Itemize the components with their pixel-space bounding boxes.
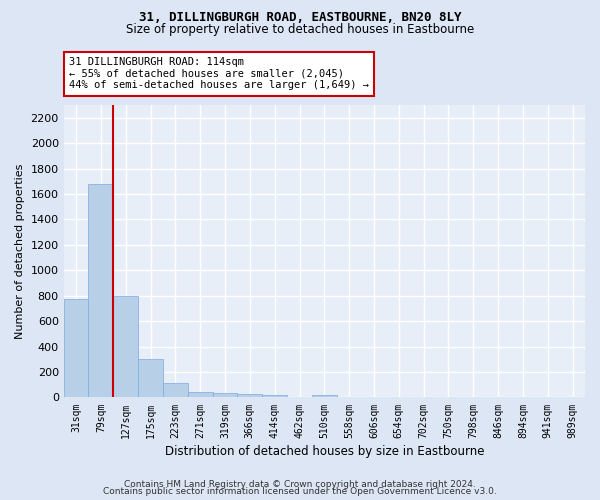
Bar: [188, 392, 212, 398]
Bar: [88, 184, 113, 398]
Bar: [238, 394, 262, 398]
Text: Size of property relative to detached houses in Eastbourne: Size of property relative to detached ho…: [126, 24, 474, 36]
Text: Contains public sector information licensed under the Open Government Licence v3: Contains public sector information licen…: [103, 488, 497, 496]
Y-axis label: Number of detached properties: Number of detached properties: [15, 164, 25, 339]
Bar: [138, 360, 163, 398]
X-axis label: Distribution of detached houses by size in Eastbourne: Distribution of detached houses by size …: [164, 444, 484, 458]
Bar: [312, 394, 337, 398]
Bar: [212, 394, 238, 398]
Bar: [113, 296, 138, 398]
Text: Contains HM Land Registry data © Crown copyright and database right 2024.: Contains HM Land Registry data © Crown c…: [124, 480, 476, 489]
Text: 31 DILLINGBURGH ROAD: 114sqm
← 55% of detached houses are smaller (2,045)
44% of: 31 DILLINGBURGH ROAD: 114sqm ← 55% of de…: [69, 57, 369, 90]
Bar: [262, 394, 287, 398]
Bar: [163, 384, 188, 398]
Bar: [64, 299, 88, 398]
Text: 31, DILLINGBURGH ROAD, EASTBOURNE, BN20 8LY: 31, DILLINGBURGH ROAD, EASTBOURNE, BN20 …: [139, 11, 461, 24]
